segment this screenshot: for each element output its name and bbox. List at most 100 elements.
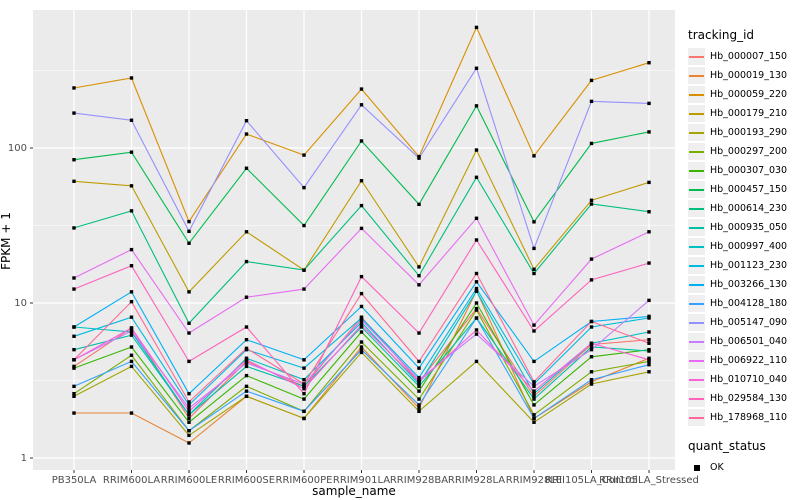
- line-swatch-icon: [688, 257, 705, 274]
- data-point: [72, 111, 76, 115]
- legend-item-label: Hb_178968_110: [710, 412, 788, 423]
- legend-item-Hb_000935_050: Hb_000935_050: [688, 218, 800, 237]
- data-point: [72, 391, 76, 396]
- legend-item-label: Hb_000997_400: [710, 241, 788, 252]
- data-point: [417, 397, 421, 401]
- legend-item-label: Hb_000059_220: [710, 89, 788, 100]
- data-point: [474, 316, 479, 320]
- data-point: [359, 179, 364, 183]
- data-point: [589, 99, 594, 104]
- data-point: [589, 198, 594, 202]
- legend-item-Hb_000307_030: Hb_000307_030: [688, 161, 800, 180]
- data-point: [417, 403, 421, 407]
- legend-item-Hb_000193_290: Hb_000193_290: [688, 123, 800, 142]
- legend-title-quant-status: quant_status: [688, 439, 766, 453]
- data-point: [72, 86, 76, 90]
- data-point: [647, 61, 651, 65]
- data-point: [72, 226, 76, 230]
- data-point: [187, 321, 191, 325]
- legend-item-Hb_006922_110: Hb_006922_110: [688, 351, 800, 370]
- data-point: [129, 364, 134, 369]
- legend-item-label: Hb_004128_180: [710, 298, 788, 309]
- data-point: [187, 391, 191, 396]
- line-swatch-icon: [688, 67, 705, 84]
- data-point: [417, 274, 421, 278]
- data-point: [647, 314, 651, 319]
- data-point: [187, 409, 191, 414]
- data-point: [129, 315, 134, 319]
- legend-item-Hb_178968_110: Hb_178968_110: [688, 408, 800, 427]
- data-point: [589, 319, 594, 324]
- data-point: [532, 397, 536, 401]
- data-point: [302, 358, 306, 362]
- data-point: [244, 166, 249, 170]
- x-tick-label: RRIM600PE: [276, 475, 333, 486]
- data-point: [474, 238, 479, 242]
- legend-item-Hb_000179_210: Hb_000179_210: [688, 104, 800, 123]
- data-point: [417, 382, 421, 386]
- data-point: [187, 400, 191, 404]
- data-point: [532, 220, 536, 224]
- line-swatch-icon: [688, 124, 705, 141]
- data-point: [72, 411, 76, 415]
- data-point: [417, 380, 421, 384]
- legend-item-label: Hb_003266_130: [710, 279, 788, 290]
- legend-item-Hb_010710_040: Hb_010710_040: [688, 370, 800, 389]
- legend-item-Hb_005147_090: Hb_005147_090: [688, 313, 800, 332]
- data-point: [647, 341, 651, 345]
- line-swatch-icon: [688, 409, 705, 426]
- data-point: [129, 150, 134, 154]
- line-swatch-icon: [688, 276, 705, 293]
- legend-item-label: OK: [710, 462, 724, 473]
- data-point: [474, 216, 479, 220]
- data-point: [72, 325, 76, 329]
- data-point: [474, 104, 479, 108]
- legend-item-Hb_029584_130: Hb_029584_130: [688, 389, 800, 408]
- data-point: [589, 325, 594, 329]
- data-point: [129, 326, 134, 330]
- data-point: [244, 337, 249, 342]
- data-point: [474, 289, 479, 293]
- data-point: [647, 261, 651, 265]
- legend-item-Hb_000019_130: Hb_000019_130: [688, 66, 800, 85]
- data-point: [244, 259, 249, 264]
- legend-item-label: Hb_000019_130: [710, 70, 788, 81]
- data-point: [589, 378, 594, 382]
- legend-item-label: Hb_000614_230: [710, 203, 788, 214]
- data-point: [244, 364, 249, 369]
- data-point: [244, 346, 249, 351]
- data-point: [417, 265, 421, 269]
- legend-item-Hb_000059_220: Hb_000059_220: [688, 85, 800, 104]
- legend-item-label: Hb_006922_110: [710, 355, 788, 366]
- data-point: [302, 287, 306, 291]
- line-swatch-icon: [688, 200, 705, 217]
- data-point: [302, 185, 306, 190]
- data-point: [302, 409, 306, 414]
- legend-item-label: Hb_000297_200: [710, 146, 788, 157]
- data-point: [589, 370, 594, 374]
- tracking-id-legend-list: Hb_000007_150 Hb_000019_130 Hb_000059_220 H…: [688, 47, 800, 427]
- data-point: [72, 276, 76, 280]
- data-point: [187, 290, 191, 294]
- data-point: [129, 184, 134, 188]
- line-swatch-icon: [688, 238, 705, 255]
- x-axis-title: sample_name: [312, 484, 396, 498]
- x-tick-label: RRIM600SE: [218, 475, 275, 486]
- data-point: [302, 384, 306, 389]
- data-point: [359, 203, 364, 208]
- data-point: [417, 384, 421, 389]
- x-tick-label: RRIM901LA: [333, 475, 390, 486]
- data-point: [532, 271, 536, 276]
- data-point: [532, 359, 536, 364]
- data-point: [589, 355, 594, 359]
- data-point: [302, 153, 306, 157]
- data-point: [129, 118, 134, 122]
- data-point: [72, 158, 76, 162]
- data-point: [417, 202, 421, 207]
- data-point: [244, 394, 249, 399]
- data-point: [129, 76, 134, 80]
- data-point: [417, 359, 421, 364]
- data-point: [72, 347, 76, 352]
- data-point: [417, 366, 421, 370]
- data-point: [589, 345, 594, 349]
